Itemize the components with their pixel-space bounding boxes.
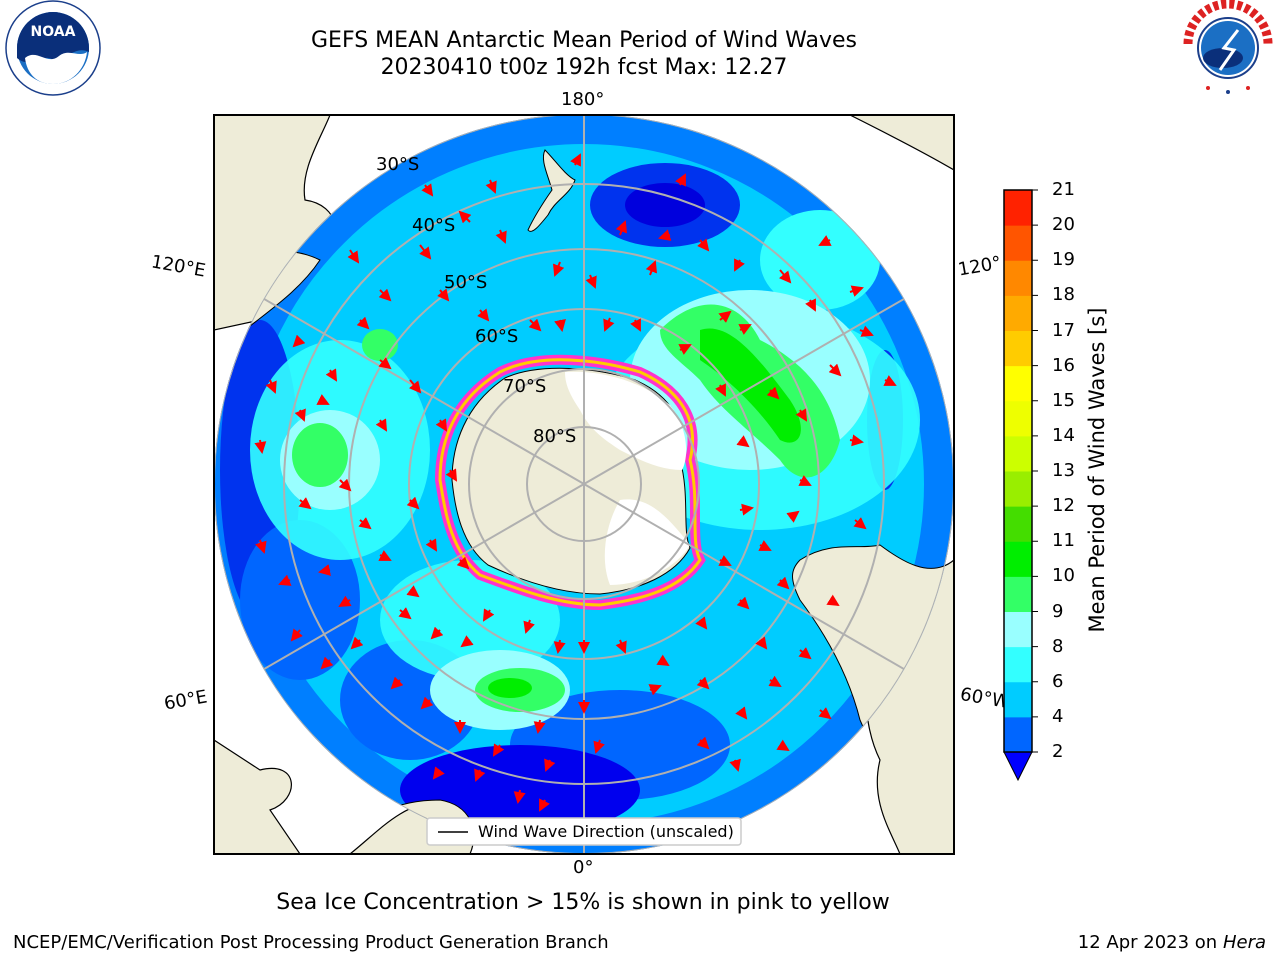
colorbar-tick-label: 12 bbox=[1052, 495, 1075, 517]
colorbar-tick-label: 13 bbox=[1052, 460, 1075, 481]
colorbar-tick-label: 19 bbox=[1052, 249, 1075, 271]
sea-ice-note: Sea Ice Concentration > 15% is shown in … bbox=[276, 890, 890, 915]
colorbar-tick-label: 16 bbox=[1052, 354, 1075, 376]
generated-date: 12 Apr 2023 on Hera bbox=[1078, 932, 1266, 953]
machine-name: Hera bbox=[1222, 932, 1266, 953]
colorbar-segment bbox=[1004, 646, 1032, 683]
chart-title: GEFS MEAN Antarctic Mean Period of Wind … bbox=[311, 28, 857, 53]
colorbar-segment bbox=[1004, 611, 1032, 648]
colorbar-tick-label: 6 bbox=[1052, 670, 1064, 692]
lon-label-120w: 120° bbox=[956, 252, 1003, 281]
colorbar-segment bbox=[1004, 471, 1032, 507]
chart-subtitle: 20230410 t00z 192h fcst Max: 12.27 bbox=[380, 55, 788, 80]
colorbar-segment bbox=[1004, 541, 1032, 577]
colorbar-tick-label: 15 bbox=[1052, 389, 1075, 411]
map-legend: Wind Wave Direction (unscaled) bbox=[426, 817, 742, 846]
colorbar-tick-label: 10 bbox=[1052, 565, 1075, 587]
colorbar-tick-label: 8 bbox=[1052, 635, 1064, 657]
colorbar-extend-arrow bbox=[1003, 751, 1033, 782]
colorbar-tick-label: 2 bbox=[1052, 741, 1064, 762]
colorbar-frame bbox=[1003, 189, 1033, 753]
colorbar-tick-label: 4 bbox=[1052, 705, 1064, 727]
generated-date-text: 12 Apr 2023 on bbox=[1077, 932, 1218, 953]
lon-label-60w: 60°W bbox=[958, 683, 1012, 714]
lon-label-180: 180° bbox=[561, 89, 605, 110]
colorbar-tick-label: 18 bbox=[1052, 284, 1075, 306]
lat-label-30s: 30°S bbox=[376, 154, 419, 175]
colorbar-segment bbox=[1004, 295, 1032, 331]
lat-label-80s: 80°S bbox=[533, 426, 576, 447]
colorbar-segment bbox=[1004, 506, 1032, 542]
colorbar-segment bbox=[1004, 260, 1032, 296]
colorbar-segment bbox=[1004, 400, 1032, 437]
legend-label: Wind Wave Direction (unscaled) bbox=[478, 822, 734, 841]
noaa-logo-text: NOAA bbox=[31, 24, 76, 40]
lon-label-120e: 120°E bbox=[149, 251, 208, 282]
colorbar-segment bbox=[1004, 435, 1032, 472]
land-outside bbox=[214, 115, 954, 854]
noaa-logo: NOAA bbox=[3, 0, 103, 100]
colorbar-label: Mean Period of Wind Waves [s] bbox=[1085, 307, 1109, 633]
colorbar-tick-label: 14 bbox=[1052, 424, 1075, 446]
lat-label-60s: 60°S bbox=[475, 326, 518, 347]
colorbar-segment bbox=[1004, 576, 1032, 612]
lat-label-50s: 50°S bbox=[444, 272, 487, 293]
lon-label-60e: 60°E bbox=[162, 686, 209, 715]
colorbar-tick-label: 9 bbox=[1052, 600, 1064, 622]
colorbar-segment bbox=[1004, 330, 1032, 367]
colorbar-segment bbox=[1004, 225, 1032, 261]
lon-label-0: 0° bbox=[573, 857, 594, 878]
colorbar-tick-label: 21 bbox=[1052, 179, 1075, 200]
colorbar-tick-label: 20 bbox=[1052, 214, 1075, 236]
lat-label-40s: 40°S bbox=[412, 215, 455, 236]
colorbar-tick-label: 17 bbox=[1052, 319, 1075, 341]
colorbar-segment bbox=[1004, 190, 1032, 226]
wave-arrows bbox=[254, 153, 897, 812]
lat-label-70s: 70°S bbox=[503, 376, 546, 397]
wave-field bbox=[214, 114, 954, 854]
colorbar-tick-label: 11 bbox=[1052, 530, 1075, 552]
colorbar-segment bbox=[1004, 716, 1032, 753]
nws-logo bbox=[1178, 0, 1278, 100]
credit-text: NCEP/EMC/Verification Post Processing Pr… bbox=[13, 932, 609, 953]
colorbar-segment bbox=[1004, 365, 1032, 402]
